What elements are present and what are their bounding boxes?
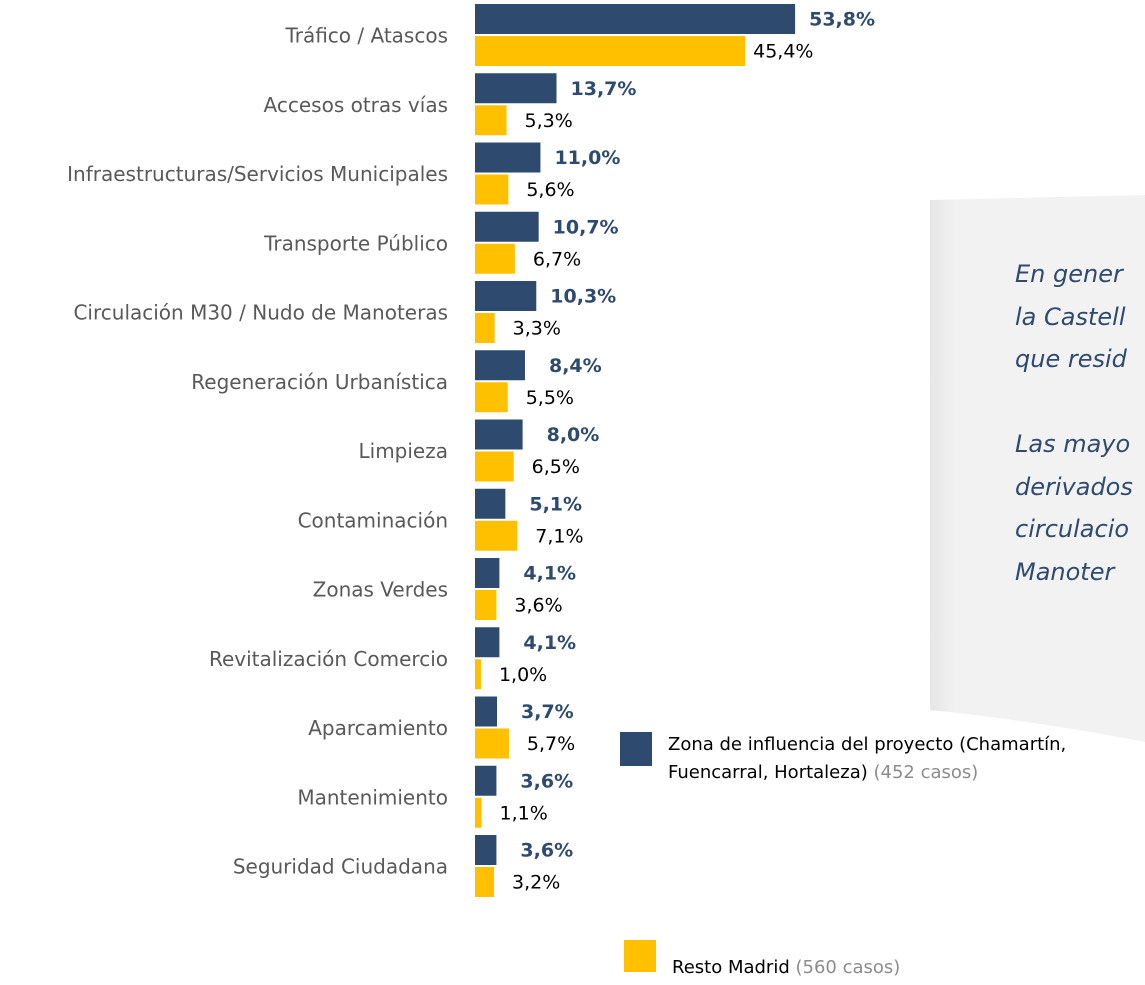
bar <box>475 174 509 205</box>
bar <box>475 105 507 136</box>
bar <box>475 211 539 242</box>
category-label: Transporte Público <box>263 231 448 255</box>
bar <box>475 243 515 274</box>
annotation-line: derivados <box>1015 473 1133 501</box>
annotation-line: que resid <box>1015 345 1128 373</box>
legend-label: Zona de influencia del proyecto (Chamart… <box>668 734 1066 755</box>
annotation-line: la Castell <box>1015 303 1126 331</box>
bar <box>475 797 482 828</box>
category-label: Seguridad Ciudadana <box>233 855 448 879</box>
category-label: Contaminación <box>298 508 448 532</box>
value-label: 3,7% <box>521 701 574 723</box>
category-label: Accesos otras vías <box>264 93 448 117</box>
annotation-line: Manoter <box>1015 558 1116 586</box>
category-label: Aparcamiento <box>308 716 448 740</box>
bar <box>475 313 495 343</box>
value-label: 5,7% <box>527 733 575 755</box>
annotation-line: En gener <box>1015 260 1125 288</box>
value-label: 6,7% <box>533 248 581 270</box>
legend-note: (560 casos) <box>796 957 901 978</box>
value-label: 3,6% <box>514 595 562 617</box>
legend-note: (452 casos) <box>873 762 978 783</box>
bar <box>475 558 500 588</box>
category-label: Regeneración Urbanística <box>191 370 448 394</box>
value-label: 5,6% <box>526 179 574 201</box>
value-label: 10,7% <box>553 216 619 238</box>
value-label: 8,4% <box>549 355 602 377</box>
value-label: 11,0% <box>554 147 620 169</box>
value-label: 5,3% <box>525 110 573 132</box>
bar <box>475 142 541 173</box>
category-label: Limpieza <box>359 439 449 463</box>
bar <box>475 765 497 796</box>
value-label: 4,1% <box>523 563 576 585</box>
bar <box>475 73 557 104</box>
value-label: 7,1% <box>535 525 583 547</box>
bar <box>475 419 523 450</box>
bar <box>475 867 495 897</box>
legend-swatch <box>620 732 652 766</box>
bar <box>475 835 497 865</box>
annotation-line: Las mayo <box>1015 430 1130 458</box>
legend-label: Resto Madrid (560 casos) <box>672 957 900 978</box>
value-label: 53,8% <box>809 9 875 31</box>
bar <box>475 520 518 551</box>
value-label: 1,1% <box>500 802 548 824</box>
value-label: 3,6% <box>520 840 573 862</box>
bar <box>475 659 481 690</box>
value-label: 3,2% <box>512 872 560 894</box>
legend-swatch <box>624 940 656 972</box>
value-label: 3,3% <box>513 318 561 340</box>
legend-name: Resto Madrid <box>672 957 790 978</box>
bar <box>475 627 500 658</box>
bar <box>475 281 537 311</box>
category-label: Circulación M30 / Nudo de Manoteras <box>73 301 448 325</box>
bar <box>475 488 506 519</box>
value-label: 3,6% <box>520 770 573 792</box>
category-label: Tráfico / Atascos <box>284 24 448 48</box>
value-label: 5,5% <box>526 387 574 409</box>
bar <box>475 36 746 66</box>
category-label: Mantenimiento <box>297 785 448 809</box>
bar <box>475 451 514 482</box>
bar <box>475 4 796 34</box>
category-label: Zonas Verdes <box>313 578 448 602</box>
bar <box>475 696 498 727</box>
annotation-line: circulacio <box>1015 515 1129 543</box>
category-label: Revitalización Comercio <box>209 647 448 671</box>
value-label: 5,1% <box>529 493 582 515</box>
value-label: 13,7% <box>571 78 637 100</box>
bar <box>475 382 508 413</box>
note-panel <box>930 195 1145 742</box>
value-label: 10,3% <box>550 286 616 308</box>
value-label: 45,4% <box>753 41 813 63</box>
category-label: Infraestructuras/Servicios Municipales <box>67 162 448 186</box>
value-label: 4,1% <box>523 632 576 654</box>
bar <box>475 350 525 381</box>
bar <box>475 590 497 620</box>
value-label: 6,5% <box>532 456 580 478</box>
legend-label: Fuencarral, Hortaleza) (452 casos) <box>668 762 978 783</box>
value-label: 8,0% <box>547 424 600 446</box>
bar <box>475 728 509 759</box>
value-label: 1,0% <box>499 664 547 686</box>
